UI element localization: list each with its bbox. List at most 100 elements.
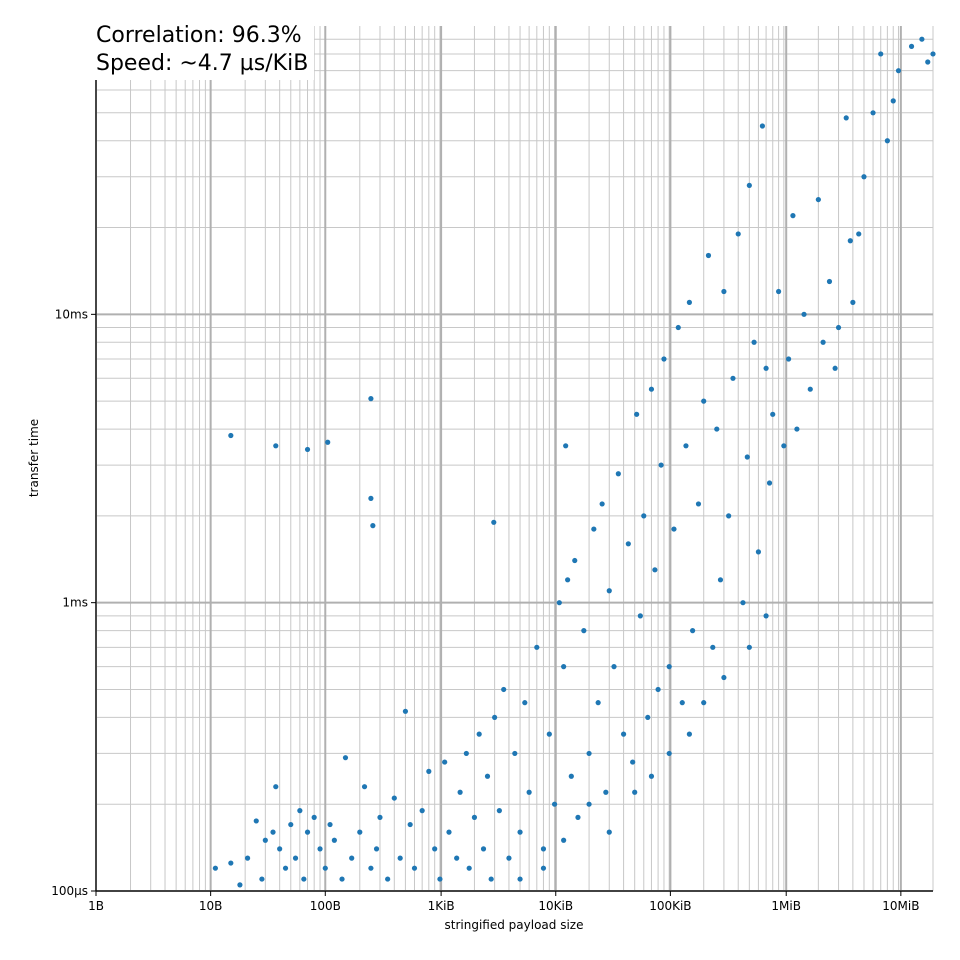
- x-tick-label: 100B: [310, 899, 341, 913]
- data-point: [488, 876, 494, 882]
- data-point: [686, 731, 692, 737]
- data-point: [785, 356, 792, 362]
- data-point: [496, 808, 502, 814]
- data-point: [556, 600, 562, 606]
- axes: 1B 10B 100B 1KiB 10KiB 100KiB 1MiB 10MiB 100µs 1m…: [51, 26, 933, 913]
- data-point: [746, 182, 752, 189]
- grid: [95, 26, 934, 892]
- data-point: [595, 700, 601, 706]
- data-point: [517, 829, 523, 835]
- data-point: [701, 398, 707, 404]
- data-point: [658, 462, 664, 468]
- data-point: [625, 541, 631, 547]
- data-point: [770, 411, 776, 417]
- data-point: [561, 837, 567, 843]
- data-point: [603, 789, 609, 795]
- correlation-text: Correlation: 96.3%: [96, 23, 302, 48]
- data-point: [349, 855, 355, 861]
- data-point: [726, 513, 732, 519]
- data-point: [391, 795, 397, 801]
- data-point: [480, 846, 487, 852]
- data-point: [385, 876, 391, 882]
- data-point: [930, 51, 936, 57]
- data-point: [890, 98, 896, 104]
- data-point: [586, 750, 592, 757]
- data-point: [884, 138, 890, 144]
- data-point: [661, 356, 667, 362]
- x-tick-label: 1MiB: [771, 899, 801, 913]
- data-point: [714, 426, 720, 432]
- data-point: [270, 829, 276, 835]
- data-point: [426, 768, 432, 774]
- data-point: [454, 855, 460, 861]
- data-point: [563, 443, 569, 449]
- data-point: [679, 700, 685, 706]
- data-point: [637, 613, 643, 619]
- data-point: [755, 549, 762, 555]
- data-point: [457, 789, 463, 795]
- data-point: [740, 600, 746, 606]
- data-point: [432, 846, 438, 852]
- data-point: [801, 311, 807, 317]
- data-point: [648, 773, 655, 779]
- data-point: [501, 686, 507, 693]
- data-point: [568, 773, 574, 779]
- data-point: [666, 664, 672, 670]
- data-point: [776, 288, 782, 295]
- data-point: [419, 808, 425, 814]
- data-point: [847, 238, 853, 244]
- data-point: [856, 231, 862, 237]
- data-point: [476, 731, 482, 737]
- data-point: [325, 439, 331, 445]
- data-point: [228, 432, 234, 439]
- x-axis-label: stringified payload size: [445, 918, 584, 932]
- data-point: [244, 855, 251, 861]
- data-point: [591, 526, 597, 532]
- data-point: [407, 821, 413, 828]
- data-point: [878, 51, 884, 57]
- data-point: [327, 821, 333, 828]
- data-point: [368, 865, 374, 871]
- data-point: [746, 644, 752, 650]
- y-axis-label: transfer time: [27, 419, 41, 497]
- data-point: [730, 375, 736, 381]
- data-point: [304, 446, 311, 453]
- data-point: [446, 829, 452, 835]
- data-point: [361, 784, 368, 790]
- data-point: [925, 59, 931, 65]
- data-point: [370, 523, 376, 529]
- data-point: [766, 480, 773, 486]
- x-tick-label: 10KiB: [538, 899, 573, 913]
- data-point: [540, 846, 547, 852]
- data-point: [546, 731, 552, 737]
- data-point: [652, 567, 658, 573]
- data-point: [368, 396, 374, 402]
- data-point: [373, 846, 380, 852]
- chart-annotation: Correlation: 96.3% Speed: ~4.7 µs/KiB: [90, 20, 315, 80]
- data-point: [615, 471, 621, 477]
- data-point: [526, 789, 532, 795]
- x-tick-label: 1KiB: [428, 899, 455, 913]
- data-point: [262, 837, 268, 843]
- data-point: [357, 829, 363, 835]
- data-point: [506, 855, 512, 861]
- data-point: [237, 882, 243, 888]
- data-point: [721, 288, 727, 295]
- data-point: [534, 644, 540, 650]
- data-point: [630, 759, 636, 765]
- data-point: [442, 759, 448, 765]
- data-point: [671, 526, 677, 532]
- data-point: [437, 876, 443, 882]
- data-point: [648, 386, 655, 392]
- data-point: [781, 443, 787, 449]
- data-point: [655, 686, 661, 693]
- data-point: [292, 855, 299, 861]
- speed-text: Speed: ~4.7 µs/KiB: [96, 51, 309, 76]
- data-point: [402, 708, 409, 714]
- data-point: [843, 115, 849, 121]
- data-point: [794, 426, 800, 432]
- data-point: [751, 339, 757, 345]
- data-point: [620, 731, 627, 737]
- data-point: [277, 846, 283, 852]
- x-tick-label: 1B: [88, 899, 104, 913]
